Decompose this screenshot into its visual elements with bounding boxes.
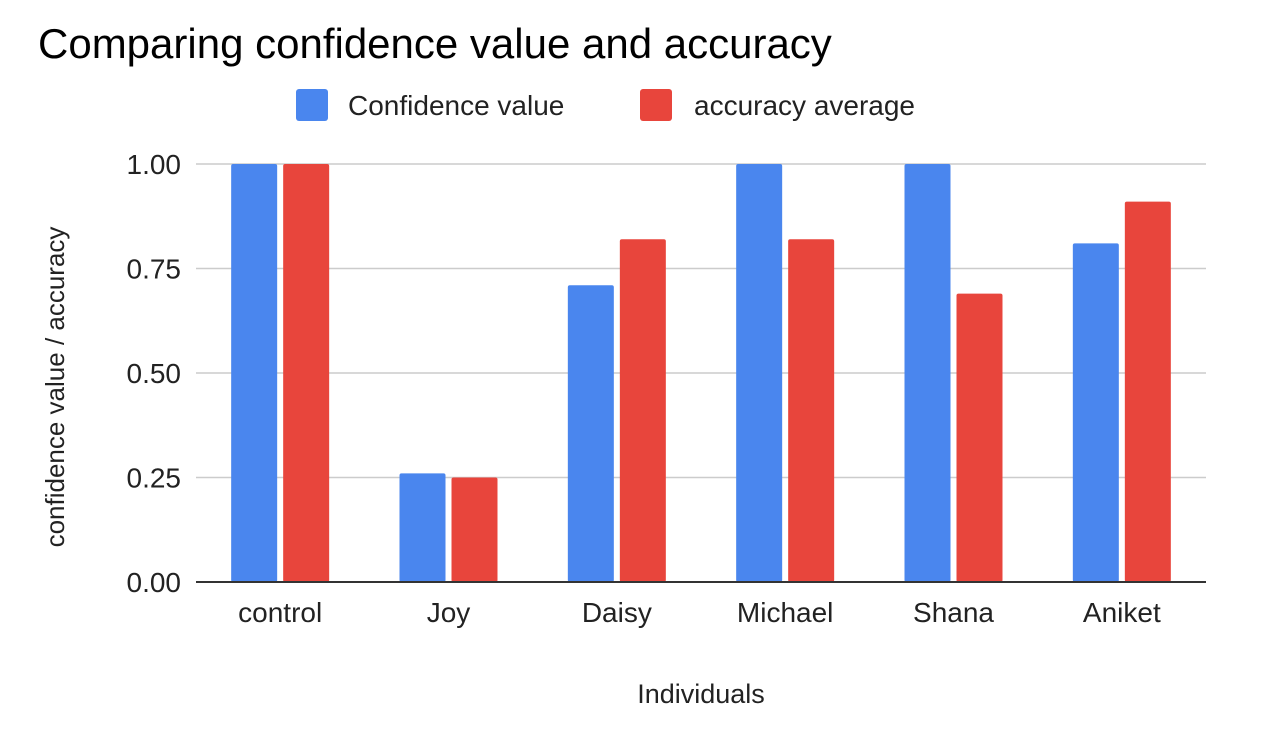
legend-swatch-confidence-value xyxy=(296,89,328,121)
bar-accuracy-average-shana xyxy=(956,293,1003,582)
bar-confidence-value-daisy xyxy=(567,285,614,582)
y-tick-label: 0.25 xyxy=(127,463,182,494)
bar-confidence-value-control xyxy=(231,164,278,582)
bar-confidence-value-michael xyxy=(736,164,783,582)
y-tick-label: 0.75 xyxy=(127,254,182,285)
bar-confidence-value-aniket xyxy=(1072,243,1119,583)
bar-accuracy-average-control xyxy=(283,164,330,582)
y-axis-title: confidence value / accuracy xyxy=(40,227,70,548)
x-tick-label: Aniket xyxy=(1083,597,1161,628)
gridlines xyxy=(196,163,1206,479)
bar-accuracy-average-aniket xyxy=(1124,201,1171,582)
x-tick-label: Michael xyxy=(737,597,833,628)
x-tick-label: Daisy xyxy=(582,597,652,628)
y-axis-tick-labels: 0.00 0.25 0.50 0.75 1.00 xyxy=(127,149,182,598)
x-tick-label: Joy xyxy=(427,597,471,628)
bars xyxy=(231,164,1171,583)
x-tick-label: Shana xyxy=(913,597,994,628)
y-tick-label: 1.00 xyxy=(127,149,182,180)
y-tick-label: 0.00 xyxy=(127,567,182,598)
bar-accuracy-average-daisy xyxy=(619,239,666,583)
legend-label-confidence-value: Confidence value xyxy=(348,90,564,121)
legend-label-accuracy-average: accuracy average xyxy=(694,90,915,121)
bar-accuracy-average-michael xyxy=(788,239,835,583)
x-tick-label: control xyxy=(238,597,322,628)
legend-swatch-accuracy-average xyxy=(640,89,672,121)
x-axis-title: Individuals xyxy=(637,679,765,709)
bar-accuracy-average-joy xyxy=(451,477,498,582)
bar-confidence-value-shana xyxy=(904,164,951,582)
legend: Confidence value accuracy average xyxy=(296,89,915,121)
bar-confidence-value-joy xyxy=(399,473,446,582)
y-tick-label: 0.50 xyxy=(127,358,182,389)
chart-title: Comparing confidence value and accuracy xyxy=(38,20,832,67)
x-axis-tick-labels: control Joy Daisy Michael Shana Aniket xyxy=(238,597,1161,628)
